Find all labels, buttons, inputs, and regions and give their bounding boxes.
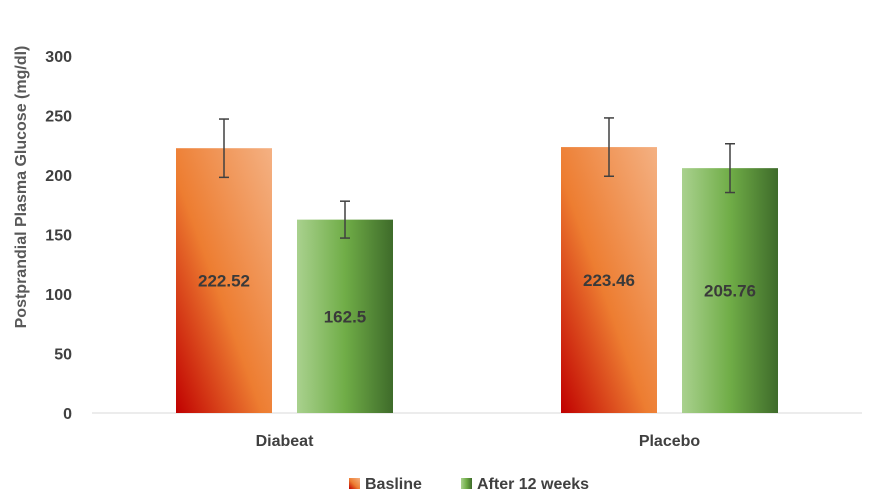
- bars: [176, 147, 778, 414]
- y-tick-label: 100: [45, 287, 72, 304]
- legend-label: Basline: [365, 476, 422, 493]
- y-tick-label: 50: [54, 347, 72, 364]
- x-axis-categories: Diabeat Placebo: [256, 433, 701, 450]
- y-tick-label: 0: [63, 406, 72, 423]
- x-category-label: Placebo: [639, 433, 701, 450]
- data-label: 223.46: [583, 271, 635, 290]
- bar: [297, 219, 393, 413]
- y-tick-label: 300: [45, 49, 72, 66]
- y-axis-ticks: 0 50 100 150 200 250 300: [45, 49, 72, 423]
- y-tick-label: 150: [45, 228, 72, 245]
- y-tick-label: 200: [45, 168, 72, 185]
- legend-label: After 12 weeks: [477, 476, 589, 493]
- legend-swatch: [461, 478, 472, 489]
- y-axis-title: Postprandial Plasma Glucose (mg/dl): [13, 46, 30, 329]
- data-labels: 222.52 162.5 223.46 205.76: [198, 271, 756, 326]
- legend-swatch: [349, 478, 360, 489]
- data-label: 222.52: [198, 272, 250, 291]
- x-category-label: Diabeat: [256, 433, 314, 450]
- bar: [561, 147, 657, 414]
- legend: Basline After 12 weeks: [349, 476, 589, 493]
- bar: [682, 168, 778, 413]
- data-label: 162.5: [324, 307, 367, 326]
- y-axis-title-group: Postprandial Plasma Glucose (mg/dl): [13, 46, 30, 329]
- data-label: 205.76: [704, 282, 756, 301]
- y-tick-label: 250: [45, 109, 72, 126]
- bar: [176, 148, 272, 413]
- error-bars: [219, 117, 735, 239]
